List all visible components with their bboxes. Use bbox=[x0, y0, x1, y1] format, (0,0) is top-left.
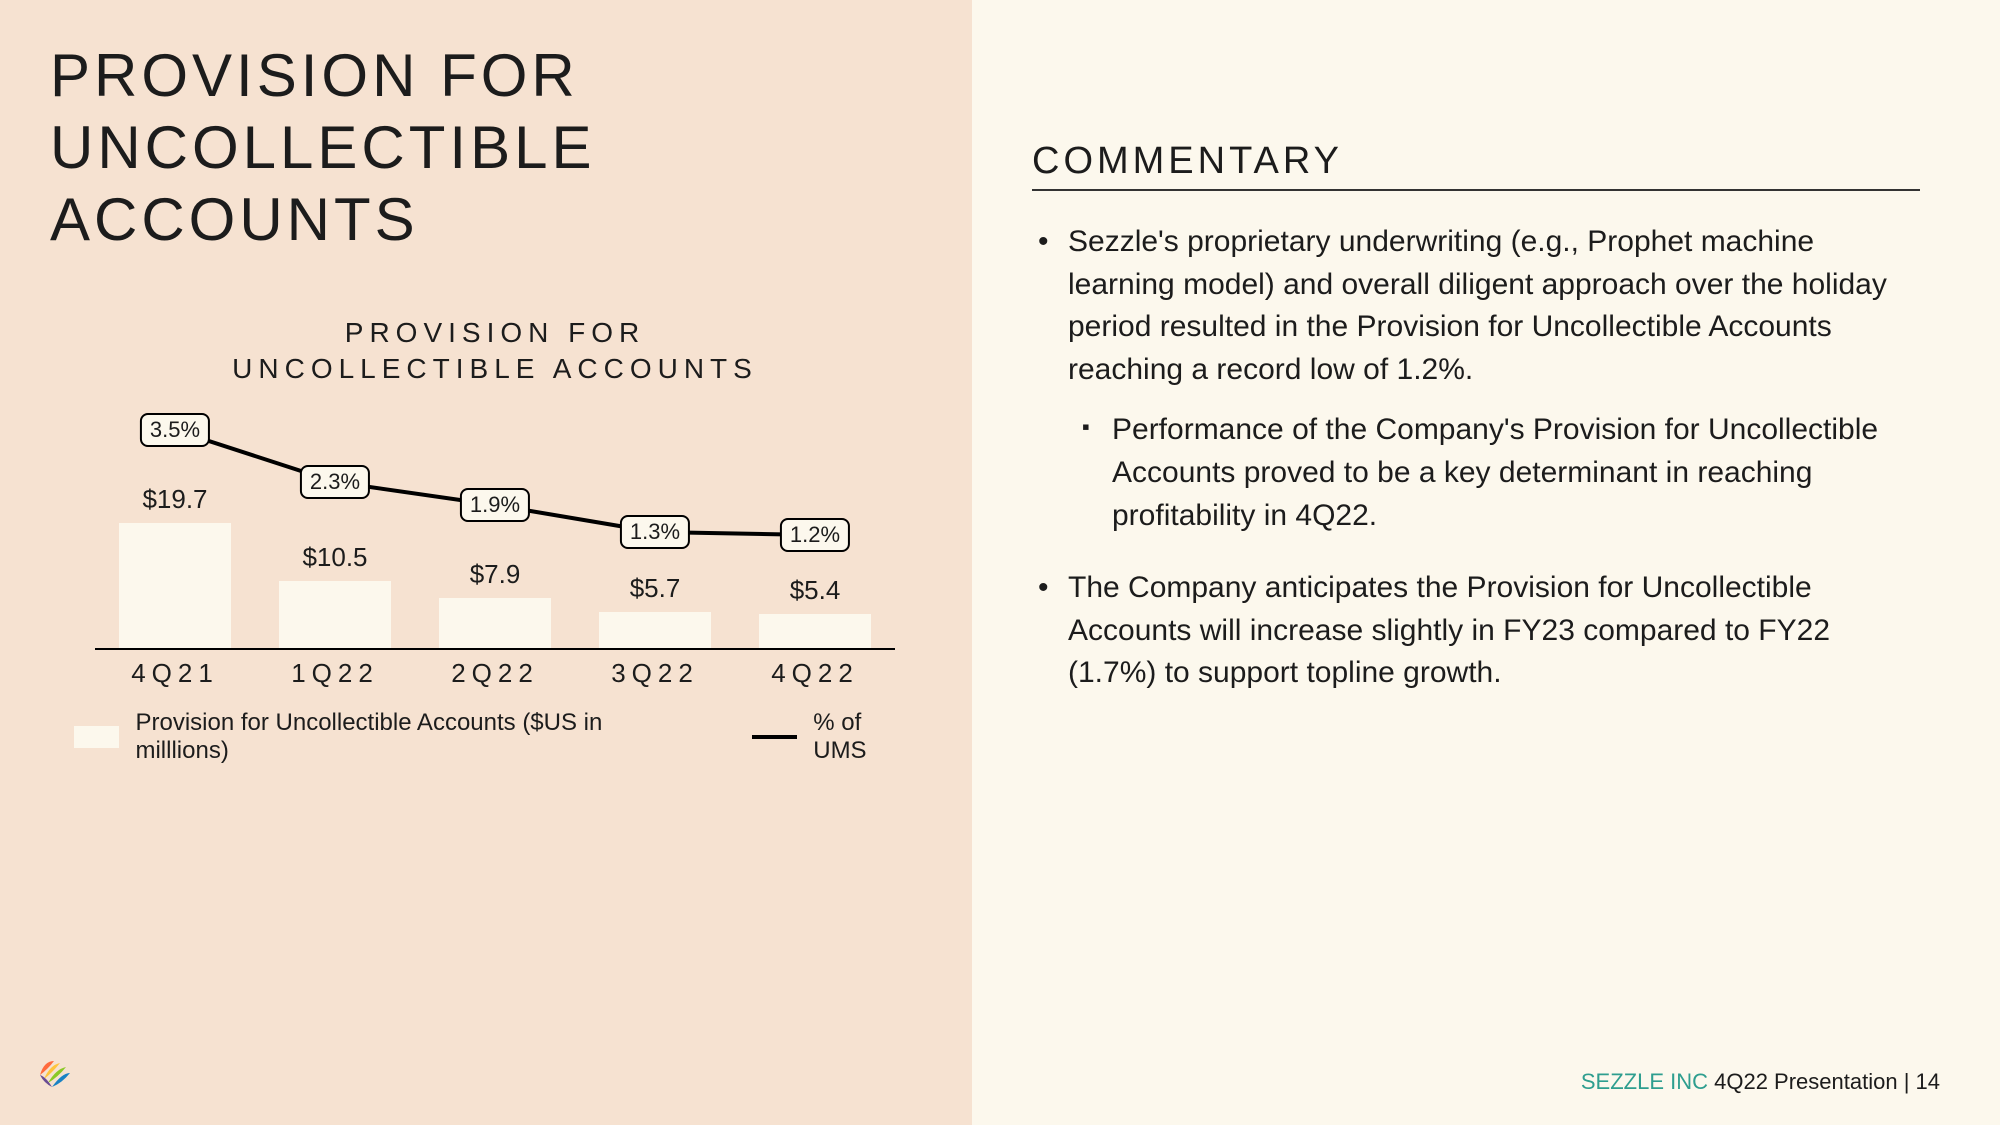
legend-swatch-line bbox=[752, 735, 797, 739]
title-line1: PROVISION FOR bbox=[50, 42, 579, 109]
bullet-2: The Company anticipates the Provision fo… bbox=[1032, 567, 1920, 695]
bullet-1: Sezzle's proprietary underwriting (e.g.,… bbox=[1032, 221, 1920, 537]
chart-bar bbox=[279, 581, 391, 648]
chart-x-label: 4Q22 bbox=[771, 658, 859, 689]
chart-x-axis: 4Q21 1Q22 2Q22 3Q22 4Q22 bbox=[95, 658, 895, 689]
page-title: PROVISION FOR UNCOLLECTIBLE ACCOUNTS bbox=[50, 40, 922, 256]
commentary-list: Sezzle's proprietary underwriting (e.g.,… bbox=[1032, 221, 1920, 695]
chart-bar bbox=[599, 612, 711, 648]
chart-x-label: 3Q22 bbox=[611, 658, 699, 689]
chart-bar bbox=[439, 598, 551, 648]
chart-x-label: 2Q22 bbox=[451, 658, 539, 689]
chart-bar bbox=[119, 523, 231, 648]
commentary-title: COMMENTARY bbox=[1032, 140, 1920, 191]
chart-pct-label: 1.3% bbox=[620, 515, 690, 549]
chart-pct-label: 1.2% bbox=[780, 518, 850, 552]
chart-legend: Provision for Uncollectible Accounts ($U… bbox=[70, 709, 920, 765]
chart-bar-label: $5.4 bbox=[759, 575, 871, 606]
chart-pct-label: 2.3% bbox=[300, 465, 370, 499]
chart-plot-area: $19.73.5%$10.52.3%$7.91.9%$5.71.3%$5.41.… bbox=[95, 420, 895, 650]
chart-bar bbox=[759, 614, 871, 648]
legend-swatch-bar bbox=[74, 726, 119, 748]
chart-pct-label: 3.5% bbox=[140, 413, 210, 447]
legend-label-1: Provision for Uncollectible Accounts ($U… bbox=[135, 709, 695, 765]
chart-bar-label: $10.5 bbox=[279, 542, 391, 573]
chart-x-label: 1Q22 bbox=[291, 658, 379, 689]
chart-title: PROVISION FOR UNCOLLECTIBLE ACCOUNTS bbox=[70, 315, 920, 388]
chart-bar-label: $5.7 bbox=[599, 573, 711, 604]
chart-bar-label: $7.9 bbox=[439, 559, 551, 590]
chart-container: PROVISION FOR UNCOLLECTIBLE ACCOUNTS $19… bbox=[70, 315, 920, 765]
bullet-1-sub-1: Performance of the Company's Provision f… bbox=[1068, 409, 1920, 537]
slide-footer: SEZZLE INC 4Q22 Presentation | 14 bbox=[1581, 1069, 1940, 1095]
footer-brand: SEZZLE INC bbox=[1581, 1069, 1708, 1094]
chart-x-label: 4Q21 bbox=[131, 658, 219, 689]
legend-label-2: % of UMS bbox=[813, 709, 920, 765]
sezzle-logo bbox=[30, 1047, 78, 1095]
title-line2: UNCOLLECTIBLE ACCOUNTS bbox=[50, 114, 595, 253]
footer-rest: 4Q22 Presentation | 14 bbox=[1708, 1069, 1940, 1094]
chart-pct-label: 1.9% bbox=[460, 488, 530, 522]
chart-bar-label: $19.7 bbox=[119, 484, 231, 515]
